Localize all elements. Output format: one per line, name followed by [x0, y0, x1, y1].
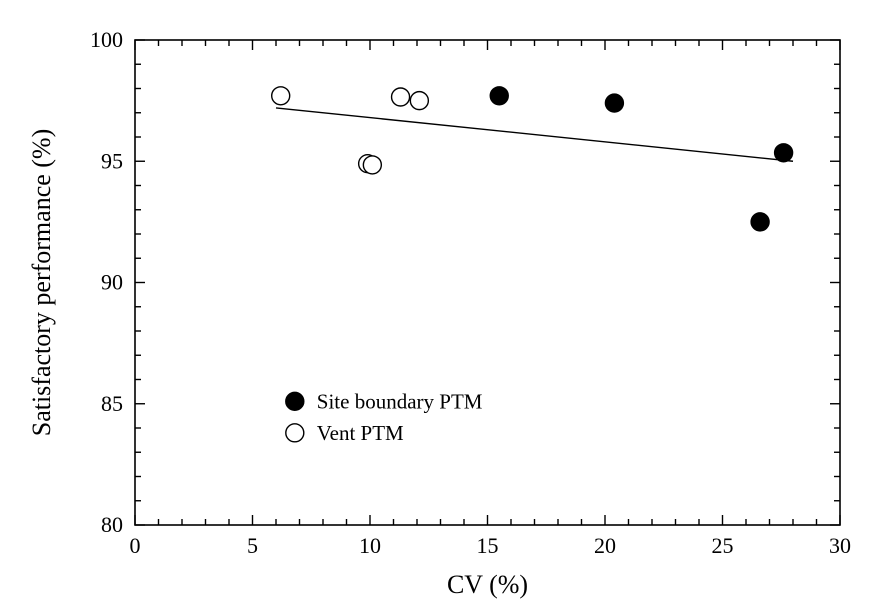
y-axis-label: Satisfactory performance (%): [27, 129, 56, 437]
x-tick-label: 5: [247, 533, 258, 558]
x-axis-label: CV (%): [447, 570, 528, 599]
y-tick-label: 95: [101, 148, 123, 173]
legend-label-site_boundary_ptm: Site boundary PTM: [317, 389, 483, 413]
scatter-chart: 0 5 10 15 20 25 30 80 85 90 95 100 Site boundary PTM…: [0, 0, 886, 610]
x-tick-label: 25: [712, 533, 734, 558]
legend-label-vent_ptm: Vent PTM: [317, 421, 404, 445]
legend-marker-site_boundary_ptm: [286, 392, 304, 410]
chart-container: 0 5 10 15 20 25 30 80 85 90 95 100 Site boundary PTM…: [0, 0, 886, 610]
x-tick-label: 30: [829, 533, 851, 558]
point-vent_ptm: [392, 88, 410, 106]
point-site_boundary_ptm: [605, 94, 623, 112]
point-vent_ptm: [363, 156, 381, 174]
legend-marker-vent_ptm: [286, 424, 304, 442]
y-tick-label: 90: [101, 270, 123, 295]
y-tick-label: 100: [90, 27, 123, 52]
chart-background: [0, 0, 886, 610]
point-vent_ptm: [410, 92, 428, 110]
y-tick-label: 85: [101, 391, 123, 416]
point-site_boundary_ptm: [775, 144, 793, 162]
x-tick-label: 10: [359, 533, 381, 558]
point-vent_ptm: [272, 87, 290, 105]
x-tick-label: 0: [130, 533, 141, 558]
x-tick-label: 15: [477, 533, 499, 558]
point-site_boundary_ptm: [490, 87, 508, 105]
point-site_boundary_ptm: [751, 213, 769, 231]
x-tick-label: 20: [594, 533, 616, 558]
y-tick-label: 80: [101, 512, 123, 537]
